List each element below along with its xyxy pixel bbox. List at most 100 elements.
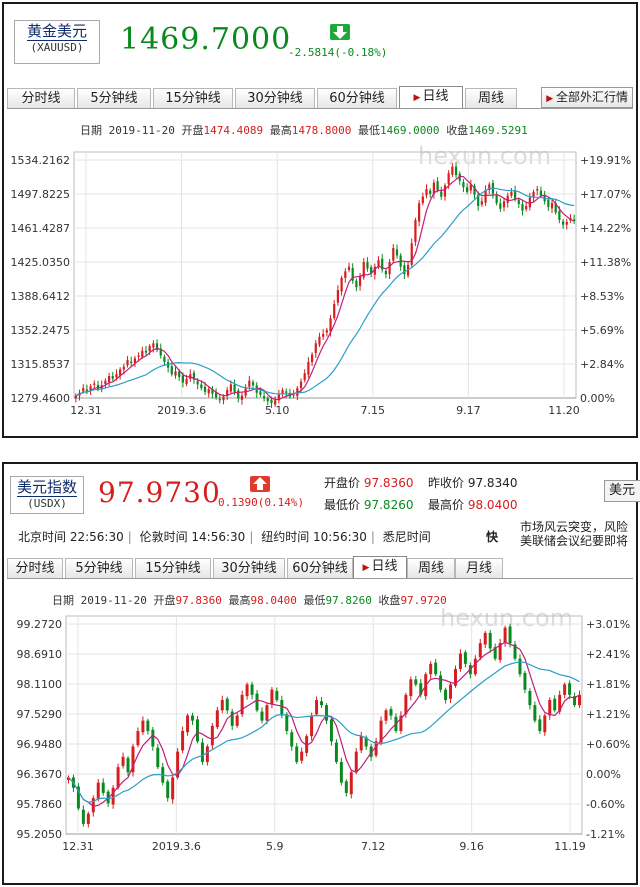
tab-60min[interactable]: 60分钟线 [287,558,353,578]
y-tick-label-right: 0.00% [586,768,621,781]
candle-body [200,384,203,389]
candle-body [86,813,90,824]
news-item[interactable]: 市场风云突变，风险 [520,520,629,534]
gold-daily-chart[interactable]: hexun.com 1534.2162 +19.91% 1497.8225 +17.0… [6,140,634,436]
candle-body [220,700,224,711]
candle-body [339,761,343,783]
candle-body [359,736,363,751]
usd-name-box[interactable]: 美元指数 (USDX) [10,476,84,514]
candle-body [366,262,369,269]
candle-body [463,652,467,664]
gold-name-box[interactable]: 黄金美元 (XAUUSD) [14,20,100,64]
tab-monthly[interactable]: 月线 [455,558,503,578]
usd-prev-info: 昨收价 97.8340 [428,474,517,491]
tab-5min[interactable]: 5分钟线 [77,88,151,108]
up-arrow-icon [250,476,270,492]
news-item[interactable]: 美联储会议纪要即将 [520,534,629,548]
low-price-value: 97.8260 [363,498,414,512]
candle-body [518,658,522,675]
candle-body [381,258,384,270]
x-tick-label: 12.31 [70,404,102,417]
high-label: 最高 [228,594,251,607]
candle-body [458,653,462,670]
candle-body [156,747,160,768]
candle-body [513,190,517,199]
close-value: 1469.5291 [468,124,528,137]
gold-ohlc-line: 日期 2019-11-20 开盘1474.4089 最高1478.8000 最低… [80,122,528,138]
candle-body [483,632,487,645]
usd-low-info: 最低价 97.8260 [324,496,413,513]
y-tick-label-left: 1425.0350 [11,256,71,269]
candle-body [528,690,532,706]
candle-body [364,737,368,747]
candle-body [277,394,280,401]
candle-body [477,194,480,206]
candle-body [152,343,155,348]
news-ticker[interactable]: 市场风云突变，风险 美联储会议纪要即将 [520,520,636,548]
candle-body [573,219,576,221]
y-tick-label-left: 98.1100 [17,678,63,691]
candle-body [498,643,502,660]
watermark: hexun.com [418,142,551,170]
tab-30min[interactable]: 30分钟线 [235,88,315,108]
candle-body [320,701,324,706]
all-fx-quotes-button[interactable]: ▶ 全部外汇行情 [541,87,633,108]
candle-body [436,181,439,191]
tab-30min[interactable]: 30分钟线 [213,558,285,578]
tab-15min[interactable]: 15分钟线 [153,88,233,108]
tab-timeshare[interactable]: 分时线 [7,88,75,108]
usd-open-info: 开盘价 97.8360 [324,474,413,491]
tab-timeshare[interactable]: 分时线 [7,558,63,578]
tab-weekly[interactable]: 周线 [465,88,517,108]
tab-daily[interactable]: ▶ 日线 [353,556,407,578]
gold-price: 1469.7000 [120,22,292,57]
candle-body [568,683,572,695]
candle-body [395,249,399,256]
candle-body [358,276,362,286]
usd-name[interactable]: 美元指数 [16,478,77,497]
candle-body [185,378,188,384]
candle-body [255,693,259,711]
y-tick-label-left: 96.9480 [17,738,63,751]
candle-body [111,376,114,379]
candle-body [379,720,383,743]
tab-weekly[interactable]: 周线 [407,558,455,578]
open-price-label: 开盘价 [324,476,361,490]
date-label: 日期 [52,594,74,607]
tab-15min[interactable]: 15分钟线 [135,558,211,578]
candle-body [295,746,299,762]
sydney-time: 悉尼时间 [382,530,431,544]
candle-body [444,689,448,701]
candle-body [399,715,403,731]
candle-body [377,260,380,267]
gold-code: (XAUUSD) [30,41,84,54]
x-tick-label: 12.31 [62,840,94,853]
candle-body [305,736,309,753]
high-price-value: 98.0400 [467,498,518,512]
usd-market-button[interactable]: 美元 [604,480,640,502]
open-price-value: 97.8360 [363,476,414,490]
low-value: 1469.0000 [379,124,440,137]
candle-body [270,689,274,704]
tab-daily[interactable]: ▶ 日线 [399,86,463,108]
candle-body [76,786,80,809]
candle-body [453,669,457,686]
candle-body [292,394,295,396]
candle-body [259,391,262,395]
candle-body [409,679,413,697]
candle-body [528,197,531,208]
tab-5min[interactable]: 5分钟线 [65,558,133,578]
flash-news-tag: 快 [486,530,499,544]
candle-body [513,644,517,659]
candle-body [533,705,537,721]
world-clock: 北京时间 22:56:30 | 伦敦时间 14:56:30 | 纽约时间 10:56… [18,530,431,544]
tab-60min[interactable]: 60分钟线 [317,88,397,108]
candle-body [538,719,542,731]
usd-daily-chart[interactable]: hexun.com 99.2720 +3.01%98.6910 +2.41%98.1… [4,608,634,882]
x-tick-label: 11.20 [548,404,580,417]
candle-body [322,333,325,337]
candle-body [414,679,418,685]
gold-name[interactable]: 黄金美元 [26,22,87,41]
candle-body [85,389,89,391]
y-tick-label-left: 95.7860 [17,798,63,811]
